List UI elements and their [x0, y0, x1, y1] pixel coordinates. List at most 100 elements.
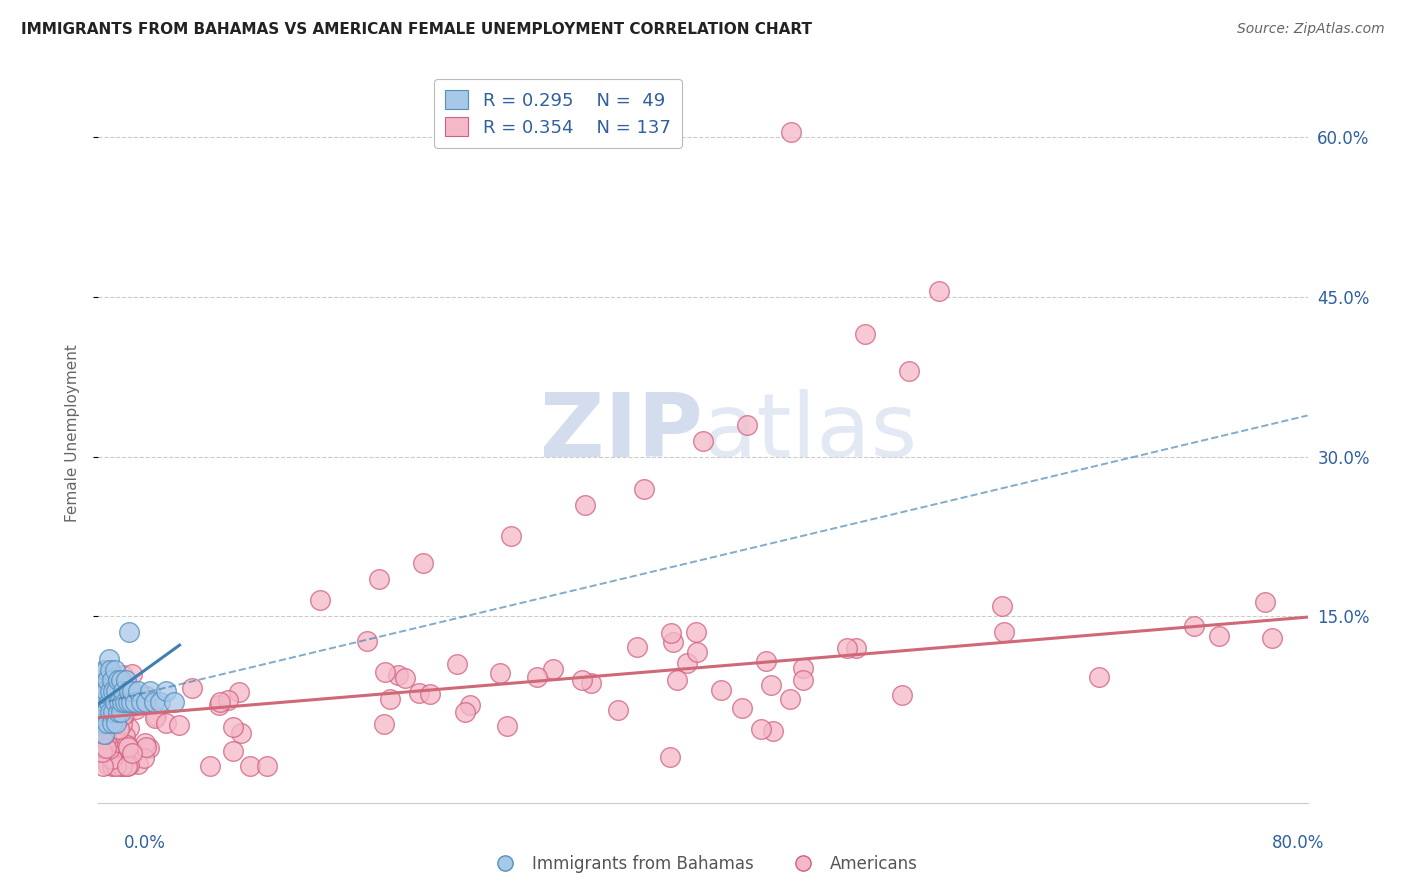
Text: ZIP: ZIP: [540, 389, 703, 476]
Legend: R = 0.295    N =  49, R = 0.354    N = 137: R = 0.295 N = 49, R = 0.354 N = 137: [434, 78, 682, 147]
Point: [373, 665, 395, 680]
Point: [1254, 595, 1277, 609]
Point: [661, 625, 683, 640]
Point: [135, 739, 157, 754]
Point: [120, 695, 142, 709]
Point: [112, 708, 135, 723]
Point: [100, 673, 122, 688]
Point: [762, 724, 785, 739]
Point: [149, 695, 172, 709]
Point: [118, 625, 141, 640]
Point: [394, 672, 416, 686]
Point: [108, 678, 131, 692]
Point: [118, 684, 141, 698]
Point: [98, 732, 121, 747]
Point: [139, 684, 162, 698]
Point: [90, 726, 112, 740]
Point: [496, 719, 519, 733]
Point: [633, 482, 655, 496]
Y-axis label: Female Unemployment: Female Unemployment: [65, 343, 80, 522]
Point: [97, 695, 120, 709]
Point: [229, 726, 252, 740]
Point: [98, 682, 121, 697]
Point: [98, 663, 121, 677]
Point: [93, 726, 115, 740]
Point: [607, 703, 630, 717]
Point: [108, 695, 131, 709]
Point: [122, 745, 145, 759]
Point: [735, 417, 758, 432]
Point: [666, 673, 689, 687]
Point: [114, 695, 136, 709]
Point: [755, 654, 778, 668]
Point: [127, 684, 149, 698]
Point: [100, 752, 122, 766]
Point: [749, 722, 772, 736]
Point: [373, 717, 395, 731]
Point: [107, 735, 129, 749]
Point: [91, 684, 114, 698]
Point: [117, 749, 139, 764]
Point: [928, 285, 950, 299]
Legend: Immigrants from Bahamas, Americans: Immigrants from Bahamas, Americans: [481, 848, 925, 880]
Point: [96, 673, 118, 688]
Point: [134, 696, 156, 710]
Point: [659, 750, 682, 764]
Point: [125, 702, 148, 716]
Point: [779, 691, 801, 706]
Point: [97, 741, 120, 756]
Point: [98, 705, 121, 719]
Point: [221, 720, 243, 734]
Point: [94, 731, 117, 746]
Point: [541, 662, 564, 676]
Point: [155, 716, 177, 731]
Point: [526, 670, 548, 684]
Point: [454, 705, 477, 719]
Point: [100, 705, 122, 719]
Point: [104, 722, 127, 736]
Point: [96, 715, 118, 730]
Point: [676, 656, 699, 670]
Point: [115, 673, 138, 688]
Point: [121, 667, 143, 681]
Point: [89, 695, 111, 709]
Point: [692, 434, 714, 448]
Point: [96, 745, 118, 759]
Point: [101, 714, 124, 729]
Point: [780, 125, 803, 139]
Point: [208, 698, 231, 712]
Point: [367, 572, 389, 586]
Point: [239, 758, 262, 772]
Point: [792, 661, 814, 675]
Text: IMMIGRANTS FROM BAHAMAS VS AMERICAN FEMALE UNEMPLOYMENT CORRELATION CHART: IMMIGRANTS FROM BAHAMAS VS AMERICAN FEMA…: [21, 22, 813, 37]
Point: [98, 739, 121, 753]
Point: [115, 758, 138, 772]
Point: [731, 701, 754, 715]
Point: [97, 757, 120, 772]
Point: [845, 641, 868, 656]
Point: [105, 684, 128, 698]
Point: [898, 364, 921, 378]
Point: [107, 682, 129, 697]
Point: [134, 750, 156, 764]
Point: [228, 685, 250, 699]
Point: [169, 718, 191, 732]
Point: [105, 758, 128, 772]
Point: [105, 742, 128, 756]
Point: [105, 715, 128, 730]
Point: [162, 695, 184, 709]
Point: [91, 758, 114, 772]
Text: 80.0%: 80.0%: [1272, 834, 1324, 852]
Text: 0.0%: 0.0%: [124, 834, 166, 852]
Point: [853, 327, 876, 342]
Point: [155, 684, 177, 698]
Point: [118, 721, 141, 735]
Point: [96, 703, 118, 717]
Point: [792, 673, 814, 688]
Point: [107, 702, 129, 716]
Point: [117, 695, 139, 709]
Point: [111, 695, 134, 709]
Point: [90, 673, 112, 688]
Point: [101, 721, 124, 735]
Point: [110, 713, 132, 727]
